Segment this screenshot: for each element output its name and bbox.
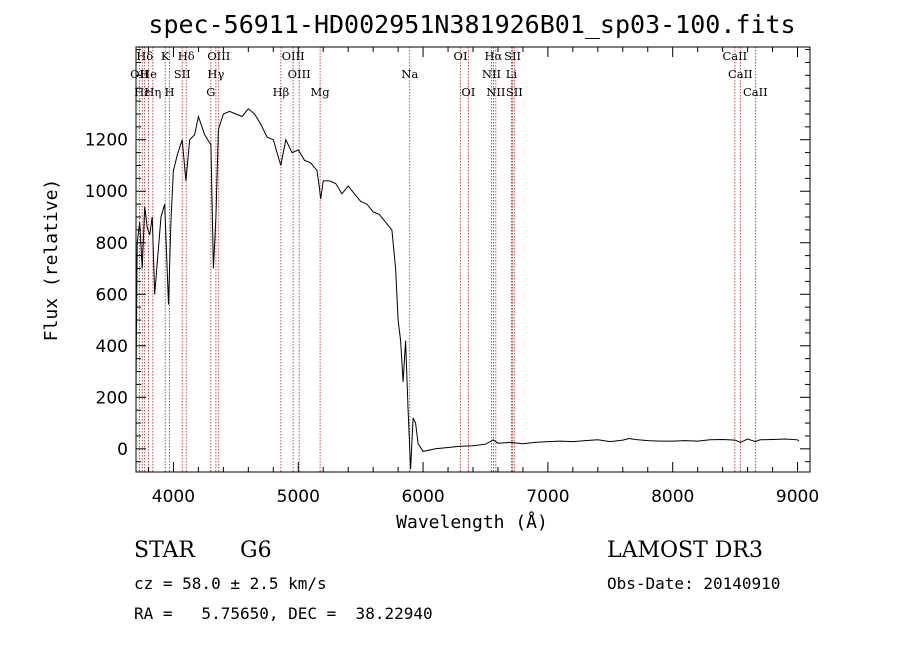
line-label-6: H xyxy=(165,85,175,99)
line-label-4: K xyxy=(161,49,170,63)
line-label-12: OIII xyxy=(282,49,305,63)
line-label-7: Hδ xyxy=(178,49,195,63)
y-axis-label: Flux (relative) xyxy=(41,179,62,342)
survey-name: LAMOST DR3 xyxy=(607,538,763,563)
spectral-line-markers xyxy=(138,47,756,472)
line-label-24: SII xyxy=(506,85,523,99)
line-label-22: SII xyxy=(504,49,521,63)
line-label-3: He xyxy=(140,67,157,81)
y-tick-label-200: 200 xyxy=(96,388,128,408)
y-tick-label-1000: 1000 xyxy=(85,182,128,202)
line-label-16: Na xyxy=(401,67,418,81)
y-tick-label-800: 800 xyxy=(96,234,128,254)
line-label-25: CaII xyxy=(722,49,747,63)
line-label-17: OI xyxy=(454,49,468,63)
y-axis: 0 200 400 600 800 1000 1200 xyxy=(85,49,810,463)
x-tick-label-7000: 7000 xyxy=(526,487,569,507)
plot-frame xyxy=(135,46,811,473)
y-tick-label-1200: 1200 xyxy=(85,131,128,151)
line-label-0: Hδ xyxy=(136,49,153,63)
line-label-5: Hη xyxy=(144,85,161,99)
line-label-18: OI xyxy=(461,85,475,99)
spectrum-line xyxy=(135,108,800,470)
line-label-26: CaII xyxy=(728,67,753,81)
line-label-13: OIII xyxy=(288,67,311,81)
x-tick-label-8000: 8000 xyxy=(651,487,694,507)
line-label-10: Hγ xyxy=(207,67,224,81)
x-tick-label-5000: 5000 xyxy=(277,487,320,507)
x-tick-label-6000: 6000 xyxy=(401,487,444,507)
x-axis-label: Wavelength (Å) xyxy=(396,511,548,533)
line-label-9: OIII xyxy=(207,49,230,63)
y-tick-label-400: 400 xyxy=(96,337,128,357)
chart-title: spec-56911-HD002951N381926B01_sp03-100.f… xyxy=(148,10,795,39)
line-label-20: NII xyxy=(482,67,501,81)
y-tick-label-600: 600 xyxy=(96,285,128,305)
line-label-27: CaII xyxy=(743,85,768,99)
redshift-text: cz = 58.0 ± 2.5 km/s xyxy=(134,574,327,593)
object-subclass: G6 xyxy=(240,538,272,563)
coordinates-text: RA = 5.75650, DEC = 38.22940 xyxy=(134,604,433,623)
line-label-23: Li xyxy=(506,67,518,81)
line-label-11: G xyxy=(206,85,215,99)
x-tick-label-4000: 4000 xyxy=(152,487,195,507)
line-label-19: Hα xyxy=(484,49,502,63)
y-tick-label-0: 0 xyxy=(117,440,128,460)
line-label-21: NII xyxy=(486,85,505,99)
x-axis: 4000 5000 6000 7000 8000 9000 xyxy=(147,47,819,507)
line-label-8: SII xyxy=(174,67,191,81)
line-label-1: OII xyxy=(130,67,149,81)
obs-date-text: Obs-Date: 20140910 xyxy=(607,574,781,593)
line-label-15: Mg xyxy=(311,85,331,99)
object-class: STAR xyxy=(134,538,195,563)
line-label-14: Hβ xyxy=(273,85,290,99)
x-tick-label-9000: 9000 xyxy=(776,487,819,507)
